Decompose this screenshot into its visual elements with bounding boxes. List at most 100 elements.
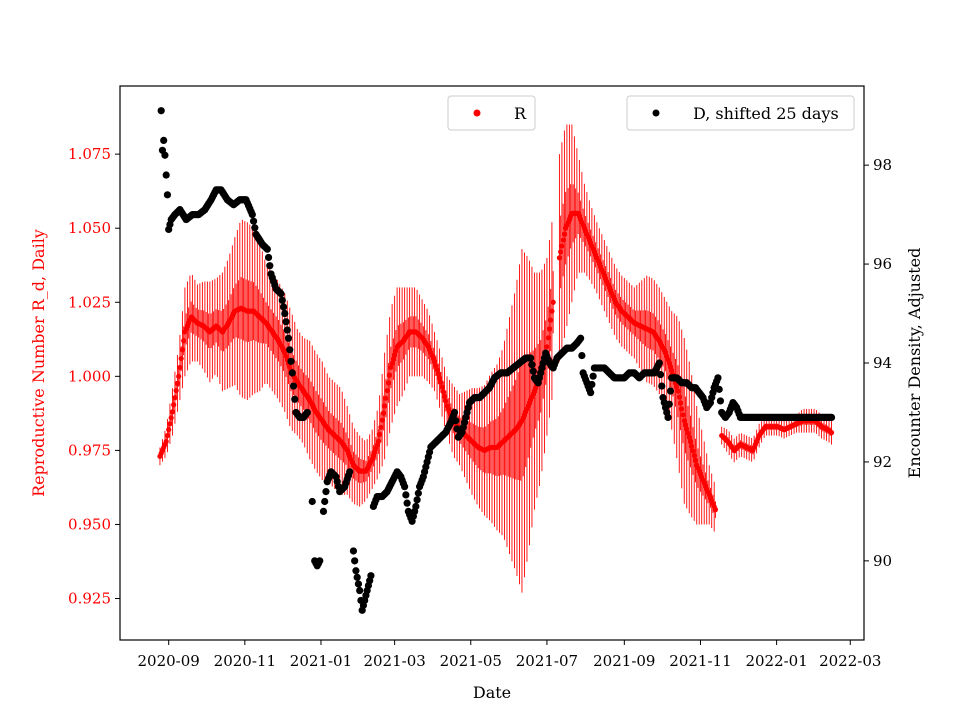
d-point: [413, 496, 421, 504]
r-point: [441, 393, 448, 400]
r-point: [558, 249, 564, 255]
d-point: [349, 547, 358, 555]
d-point: [346, 468, 354, 476]
left-axis-title: Reproductive Number R_d, Daily: [29, 229, 48, 497]
r-point: [393, 348, 399, 354]
r-point: [687, 438, 694, 445]
r-point: [169, 409, 176, 415]
r-point: [681, 418, 687, 424]
d-point: [322, 488, 330, 496]
d-point: [414, 489, 422, 497]
legend-d: D, shifted 25 days: [626, 95, 855, 131]
r-point: [390, 356, 396, 362]
d-point: [283, 326, 291, 334]
d-series: [157, 107, 836, 614]
legend-d-marker: [652, 109, 660, 117]
r-point: [179, 347, 186, 353]
d-point: [284, 334, 293, 342]
r-point: [669, 367, 675, 374]
r-point: [548, 317, 554, 323]
d-point: [401, 483, 409, 491]
d-point: [529, 367, 537, 375]
d-point: [367, 572, 375, 580]
r-point: [440, 389, 446, 395]
x-tick-label: 2021-05: [440, 652, 502, 670]
r-point: [691, 453, 697, 459]
r-point: [171, 402, 177, 408]
r-point: [382, 403, 388, 409]
legend-d-box: [626, 95, 855, 131]
d-point: [656, 370, 665, 379]
r-point: [433, 363, 439, 369]
right-tick-label: 92: [873, 453, 892, 471]
right-tick-label: 98: [873, 156, 892, 174]
r-point: [559, 243, 565, 249]
r-point: [438, 379, 444, 385]
d-point: [403, 499, 411, 507]
x-tick-label: 2022-03: [819, 652, 881, 670]
left-tick-label: 1.075: [68, 145, 111, 163]
r-point: [431, 358, 438, 365]
d-point: [157, 107, 165, 115]
d-point: [715, 385, 723, 393]
r-point: [560, 237, 566, 243]
right-y-axis: 90 92 94 96 98: [864, 156, 892, 570]
x-tick-label: 2020-09: [138, 652, 200, 670]
d-point: [716, 397, 725, 405]
legend-d-label: D, shifted 25 days: [693, 104, 839, 123]
r-error-bars: [159, 124, 832, 593]
d-point: [281, 309, 289, 318]
legend-r-box: [447, 95, 536, 131]
d-point: [163, 191, 172, 199]
r-series: [157, 210, 835, 513]
legend-r-label: R: [514, 104, 527, 123]
d-point: [319, 507, 328, 515]
right-tick-label: 94: [873, 354, 892, 372]
r-point: [380, 410, 386, 416]
d-point: [588, 380, 596, 389]
d-point: [282, 318, 290, 326]
r-point: [677, 400, 684, 406]
d-point: [278, 296, 286, 304]
d-point: [162, 171, 170, 179]
d-point: [288, 369, 296, 377]
r-point: [556, 255, 563, 261]
d-point: [402, 491, 410, 499]
r-point: [379, 417, 385, 423]
r-point: [388, 364, 394, 371]
d-point: [353, 573, 361, 581]
x-tick-label: 2021-01: [290, 652, 352, 670]
left-tick-label: 0.975: [68, 441, 111, 459]
d-point: [251, 224, 259, 232]
r-point: [546, 326, 553, 332]
x-axis: 2020-09 2020-11 2021-01 2021-03 2021-05 2021-…: [138, 640, 881, 670]
d-point: [354, 580, 363, 588]
r-point: [172, 395, 178, 401]
r-point: [181, 338, 187, 344]
r-point: [550, 299, 556, 305]
r-point: [178, 355, 184, 362]
d-point: [666, 387, 675, 395]
r-point: [549, 308, 555, 314]
r-point: [690, 448, 696, 454]
d-point: [287, 357, 295, 365]
left-tick-label: 0.925: [68, 590, 111, 608]
d-point: [587, 389, 595, 397]
d-point: [289, 382, 298, 390]
d-point: [277, 290, 285, 298]
r-point: [545, 335, 551, 341]
r-point: [439, 384, 445, 390]
d-point: [249, 217, 258, 225]
d-point: [264, 253, 273, 262]
r-point: [692, 457, 699, 464]
r-point: [177, 364, 183, 371]
d-point: [321, 497, 329, 506]
r-point: [684, 426, 690, 432]
d-point: [356, 586, 364, 595]
r-point: [434, 367, 440, 373]
left-y-axis: 0.925 0.950 0.975 1.000 1.025 1.050 1.075: [68, 145, 120, 608]
r-point: [387, 372, 393, 378]
x-tick-label: 2021-03: [363, 652, 425, 670]
r-point: [174, 380, 181, 387]
